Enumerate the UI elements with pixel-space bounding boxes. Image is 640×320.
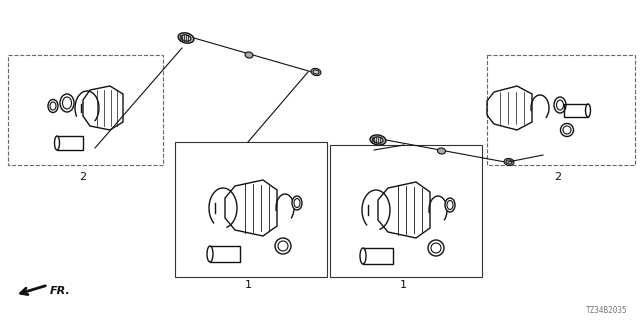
Ellipse shape (178, 33, 194, 43)
Ellipse shape (373, 137, 383, 143)
Bar (57, 136, 83, 150)
Bar (210, 246, 240, 262)
Ellipse shape (278, 241, 288, 251)
Ellipse shape (504, 158, 514, 165)
Ellipse shape (561, 124, 573, 137)
Bar (487, 55, 635, 165)
Ellipse shape (63, 97, 72, 109)
Text: 2: 2 (79, 172, 86, 182)
Bar (330, 145, 482, 277)
Ellipse shape (48, 100, 58, 113)
Ellipse shape (428, 240, 444, 256)
Text: TZ34B2035: TZ34B2035 (586, 306, 628, 315)
Ellipse shape (245, 52, 253, 58)
Ellipse shape (311, 68, 321, 76)
Ellipse shape (181, 35, 191, 41)
Text: FR.: FR. (50, 286, 71, 296)
Ellipse shape (445, 198, 455, 212)
Bar (363, 248, 393, 264)
Text: 1: 1 (244, 280, 252, 290)
Ellipse shape (292, 196, 302, 210)
Ellipse shape (563, 126, 571, 134)
Ellipse shape (447, 201, 453, 210)
Ellipse shape (50, 102, 56, 110)
Ellipse shape (275, 238, 291, 254)
Ellipse shape (557, 100, 563, 110)
Ellipse shape (506, 160, 512, 164)
Bar (175, 142, 327, 277)
Text: 1: 1 (399, 280, 406, 290)
Ellipse shape (554, 97, 566, 113)
Ellipse shape (370, 135, 386, 145)
Ellipse shape (586, 104, 591, 117)
Ellipse shape (313, 70, 319, 74)
Ellipse shape (438, 148, 445, 154)
Bar (564, 104, 588, 117)
Bar (8, 55, 163, 165)
Ellipse shape (360, 248, 366, 264)
Ellipse shape (294, 198, 300, 207)
Text: 2: 2 (554, 172, 561, 182)
Ellipse shape (431, 243, 441, 253)
Ellipse shape (60, 94, 74, 112)
Ellipse shape (54, 136, 60, 150)
Ellipse shape (207, 246, 213, 262)
